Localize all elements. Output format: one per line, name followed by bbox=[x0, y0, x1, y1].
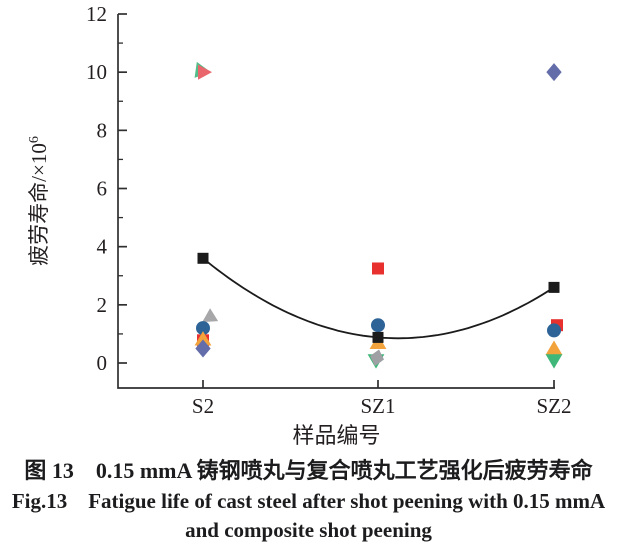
y-tick-label: 0 bbox=[97, 351, 108, 375]
purple-diamond-marker bbox=[195, 339, 211, 358]
y-tick-label: 6 bbox=[97, 177, 108, 201]
axes-frame bbox=[117, 14, 555, 389]
x-axis-title: 样品编号 bbox=[292, 423, 380, 448]
caption-english-line2: and composite shot peening bbox=[185, 517, 432, 542]
caption-english-line1: Fig.13 Fatigue life of cast steel after … bbox=[11, 488, 606, 513]
gray-triangle-left-marker bbox=[202, 308, 219, 323]
caption-chinese: 图 13 0.15 mmA 铸钢喷丸与复合喷丸工艺强化后疲劳寿命 bbox=[24, 458, 593, 483]
y-tick-label: 4 bbox=[97, 235, 108, 259]
y-tick-label: 10 bbox=[86, 60, 107, 84]
y-tick-label: 2 bbox=[97, 293, 108, 317]
y-axis-title: 疲劳寿命/×106 bbox=[27, 136, 51, 266]
x-tick-label: SZ1 bbox=[360, 394, 395, 418]
fit-black-square-marker bbox=[548, 281, 560, 293]
x-tick-label: SZ2 bbox=[536, 394, 571, 418]
blue-circle-marker bbox=[371, 318, 385, 333]
figure-caption: 图 13 0.15 mmA 铸钢喷丸与复合喷丸工艺强化后疲劳寿命 Fig.13 … bbox=[0, 457, 617, 543]
x-tick-label: S2 bbox=[192, 394, 214, 418]
orange-triangle-up-marker bbox=[545, 340, 563, 355]
salmon-triangle-right-marker bbox=[198, 64, 212, 80]
blue-circle-marker bbox=[196, 321, 210, 336]
fit-black-square-marker bbox=[197, 252, 209, 264]
green-triangle-down-marker bbox=[545, 354, 563, 369]
y-tick-label: 8 bbox=[97, 118, 108, 142]
y-tick-label: 12 bbox=[86, 2, 107, 26]
fit-black-square-marker bbox=[372, 331, 384, 343]
blue-circle-marker bbox=[547, 323, 561, 338]
gray-diamond-marker bbox=[369, 349, 385, 367]
fatigue-life-chart: 0 2 4 6 8 10 12 S2 SZ1 SZ2 样品编号 疲劳寿命/×106 bbox=[27, 2, 572, 448]
red-square-marker bbox=[372, 262, 384, 275]
orange-triangle-up-marker bbox=[194, 331, 212, 346]
purple-diamond-marker bbox=[546, 63, 562, 82]
